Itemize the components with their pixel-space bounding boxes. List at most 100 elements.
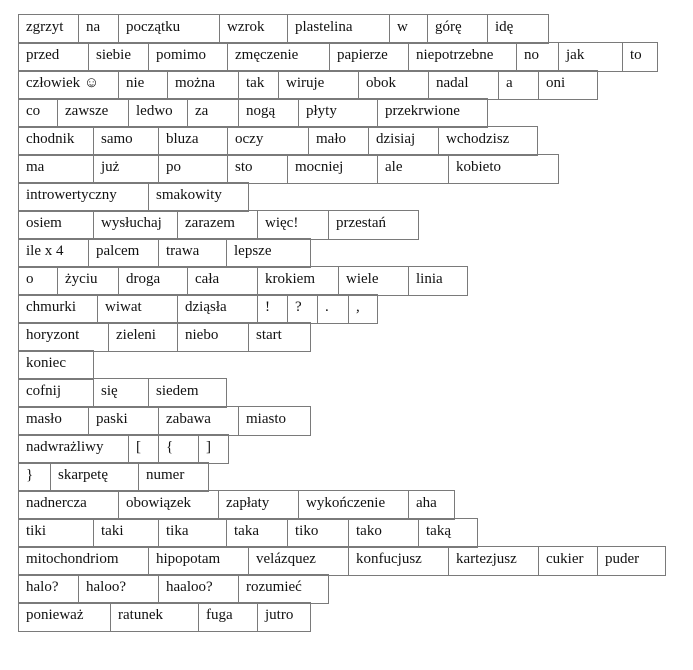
word-cell: }	[18, 462, 51, 492]
word-cell: wchodzisz	[438, 126, 538, 156]
word-cell: a	[498, 70, 539, 100]
word-cell: fuga	[198, 602, 258, 632]
word-cell: wysłuchaj	[93, 210, 178, 240]
word-cell: ale	[377, 154, 449, 184]
word-row: przed siebie pomimo zmęczenie papierze niepot…	[18, 42, 666, 72]
word-row: ile x 4 palcem trawa lepsze	[18, 238, 666, 268]
word-cell: przekrwione	[377, 98, 488, 128]
word-row: nadwrażliwy[{]	[18, 434, 666, 464]
word-cell: taką	[418, 518, 478, 548]
word-cell: tiko	[287, 518, 349, 548]
word-cell: zmęczenie	[227, 42, 330, 72]
word-cell: masło	[18, 406, 89, 436]
word-cell: wiele	[338, 266, 409, 296]
word-cell: obowiązek	[118, 490, 219, 520]
word-cell: w	[389, 14, 428, 44]
word-cell: mitochondriom	[18, 546, 149, 576]
word-row: o życiu droga cała krokiem wiele linia	[18, 266, 666, 296]
word-cell: tako	[348, 518, 419, 548]
word-cell: nogą	[238, 98, 299, 128]
word-cell: zapłaty	[218, 490, 299, 520]
word-cell: paski	[88, 406, 159, 436]
word-cell: o	[18, 266, 58, 296]
word-cell: osiem	[18, 210, 94, 240]
word-row: zgrzyt na początku wzrok plastelina w górę idę	[18, 14, 666, 44]
word-cell: smakowity	[148, 182, 249, 212]
word-cell: hipopotam	[148, 546, 249, 576]
word-cell: aha	[408, 490, 455, 520]
word-cell: ]	[198, 434, 229, 464]
word-cell: siebie	[88, 42, 149, 72]
word-cell: co	[18, 98, 58, 128]
word-cell: konfucjusz	[348, 546, 449, 576]
word-cell: horyzont	[18, 322, 109, 352]
word-cell: chodnik	[18, 126, 94, 156]
word-cell: haaloo?	[158, 574, 239, 604]
word-cell: więc!	[257, 210, 329, 240]
word-cell: zabawa	[158, 406, 239, 436]
word-cell: tak	[238, 70, 279, 100]
word-cell: !	[257, 294, 288, 324]
word-cell: płyty	[298, 98, 378, 128]
word-cell: cofnij	[18, 378, 94, 408]
word-cell: przestań	[328, 210, 419, 240]
word-cell: palcem	[88, 238, 159, 268]
word-cell: papierze	[329, 42, 409, 72]
word-cell: idę	[487, 14, 549, 44]
word-cell: zgrzyt	[18, 14, 79, 44]
word-cell: ile x 4	[18, 238, 89, 268]
word-cell: velázquez	[248, 546, 349, 576]
word-cell: start	[248, 322, 311, 352]
word-cell: na	[78, 14, 119, 44]
word-cell: plastelina	[287, 14, 390, 44]
word-cell: linia	[408, 266, 468, 296]
word-cell: numer	[138, 462, 209, 492]
word-cell: można	[167, 70, 239, 100]
word-cell: dzisiaj	[368, 126, 439, 156]
word-cell: no	[516, 42, 559, 72]
word-cell: sto	[227, 154, 288, 184]
word-cell: koniec	[18, 350, 94, 380]
word-cell: trawa	[158, 238, 227, 268]
word-cell: nie	[118, 70, 168, 100]
word-cell: ponieważ	[18, 602, 111, 632]
word-cell: halo?	[18, 574, 79, 604]
word-cell: skarpetę	[50, 462, 139, 492]
word-row: introwertyczny smakowity	[18, 182, 666, 212]
word-cell: droga	[118, 266, 188, 296]
word-cell: miasto	[238, 406, 311, 436]
word-cell: {	[158, 434, 199, 464]
word-cell: zieleni	[108, 322, 178, 352]
word-row: nadnercza obowiązek zapłaty wykończenie aha	[18, 490, 666, 520]
word-cell: lepsze	[226, 238, 311, 268]
word-cell: puder	[597, 546, 666, 576]
word-row: halo? haloo? haaloo? rozumieć	[18, 574, 666, 604]
word-cell: tika	[158, 518, 227, 548]
word-cell: nadwrażliwy	[18, 434, 129, 464]
word-cell: .	[317, 294, 349, 324]
word-cell: wiruje	[278, 70, 359, 100]
word-cell: ma	[18, 154, 94, 184]
word-row: cofnij się siedem	[18, 378, 666, 408]
word-cell: siedem	[148, 378, 227, 408]
word-cell: wzrok	[219, 14, 288, 44]
word-cell: cała	[187, 266, 258, 296]
word-cell: samo	[93, 126, 159, 156]
word-cell: górę	[427, 14, 488, 44]
word-cell: wiwat	[97, 294, 178, 324]
word-cell: dziąsła	[177, 294, 258, 324]
word-cell: nadnercza	[18, 490, 119, 520]
word-cell: oni	[538, 70, 598, 100]
word-cell: cukier	[538, 546, 598, 576]
word-cell: [	[128, 434, 159, 464]
word-row: człowiek ☺ nie można tak wiruje obok nadal a oni	[18, 70, 666, 100]
word-row: } skarpetę numer	[18, 462, 666, 492]
word-cell: ratunek	[110, 602, 199, 632]
word-cell: tiki	[18, 518, 94, 548]
word-cell: jutro	[257, 602, 311, 632]
word-cell: taka	[226, 518, 288, 548]
word-cell: kobieto	[448, 154, 559, 184]
word-cell: chmurki	[18, 294, 98, 324]
word-cell: kartezjusz	[448, 546, 539, 576]
word-cell: niebo	[177, 322, 249, 352]
